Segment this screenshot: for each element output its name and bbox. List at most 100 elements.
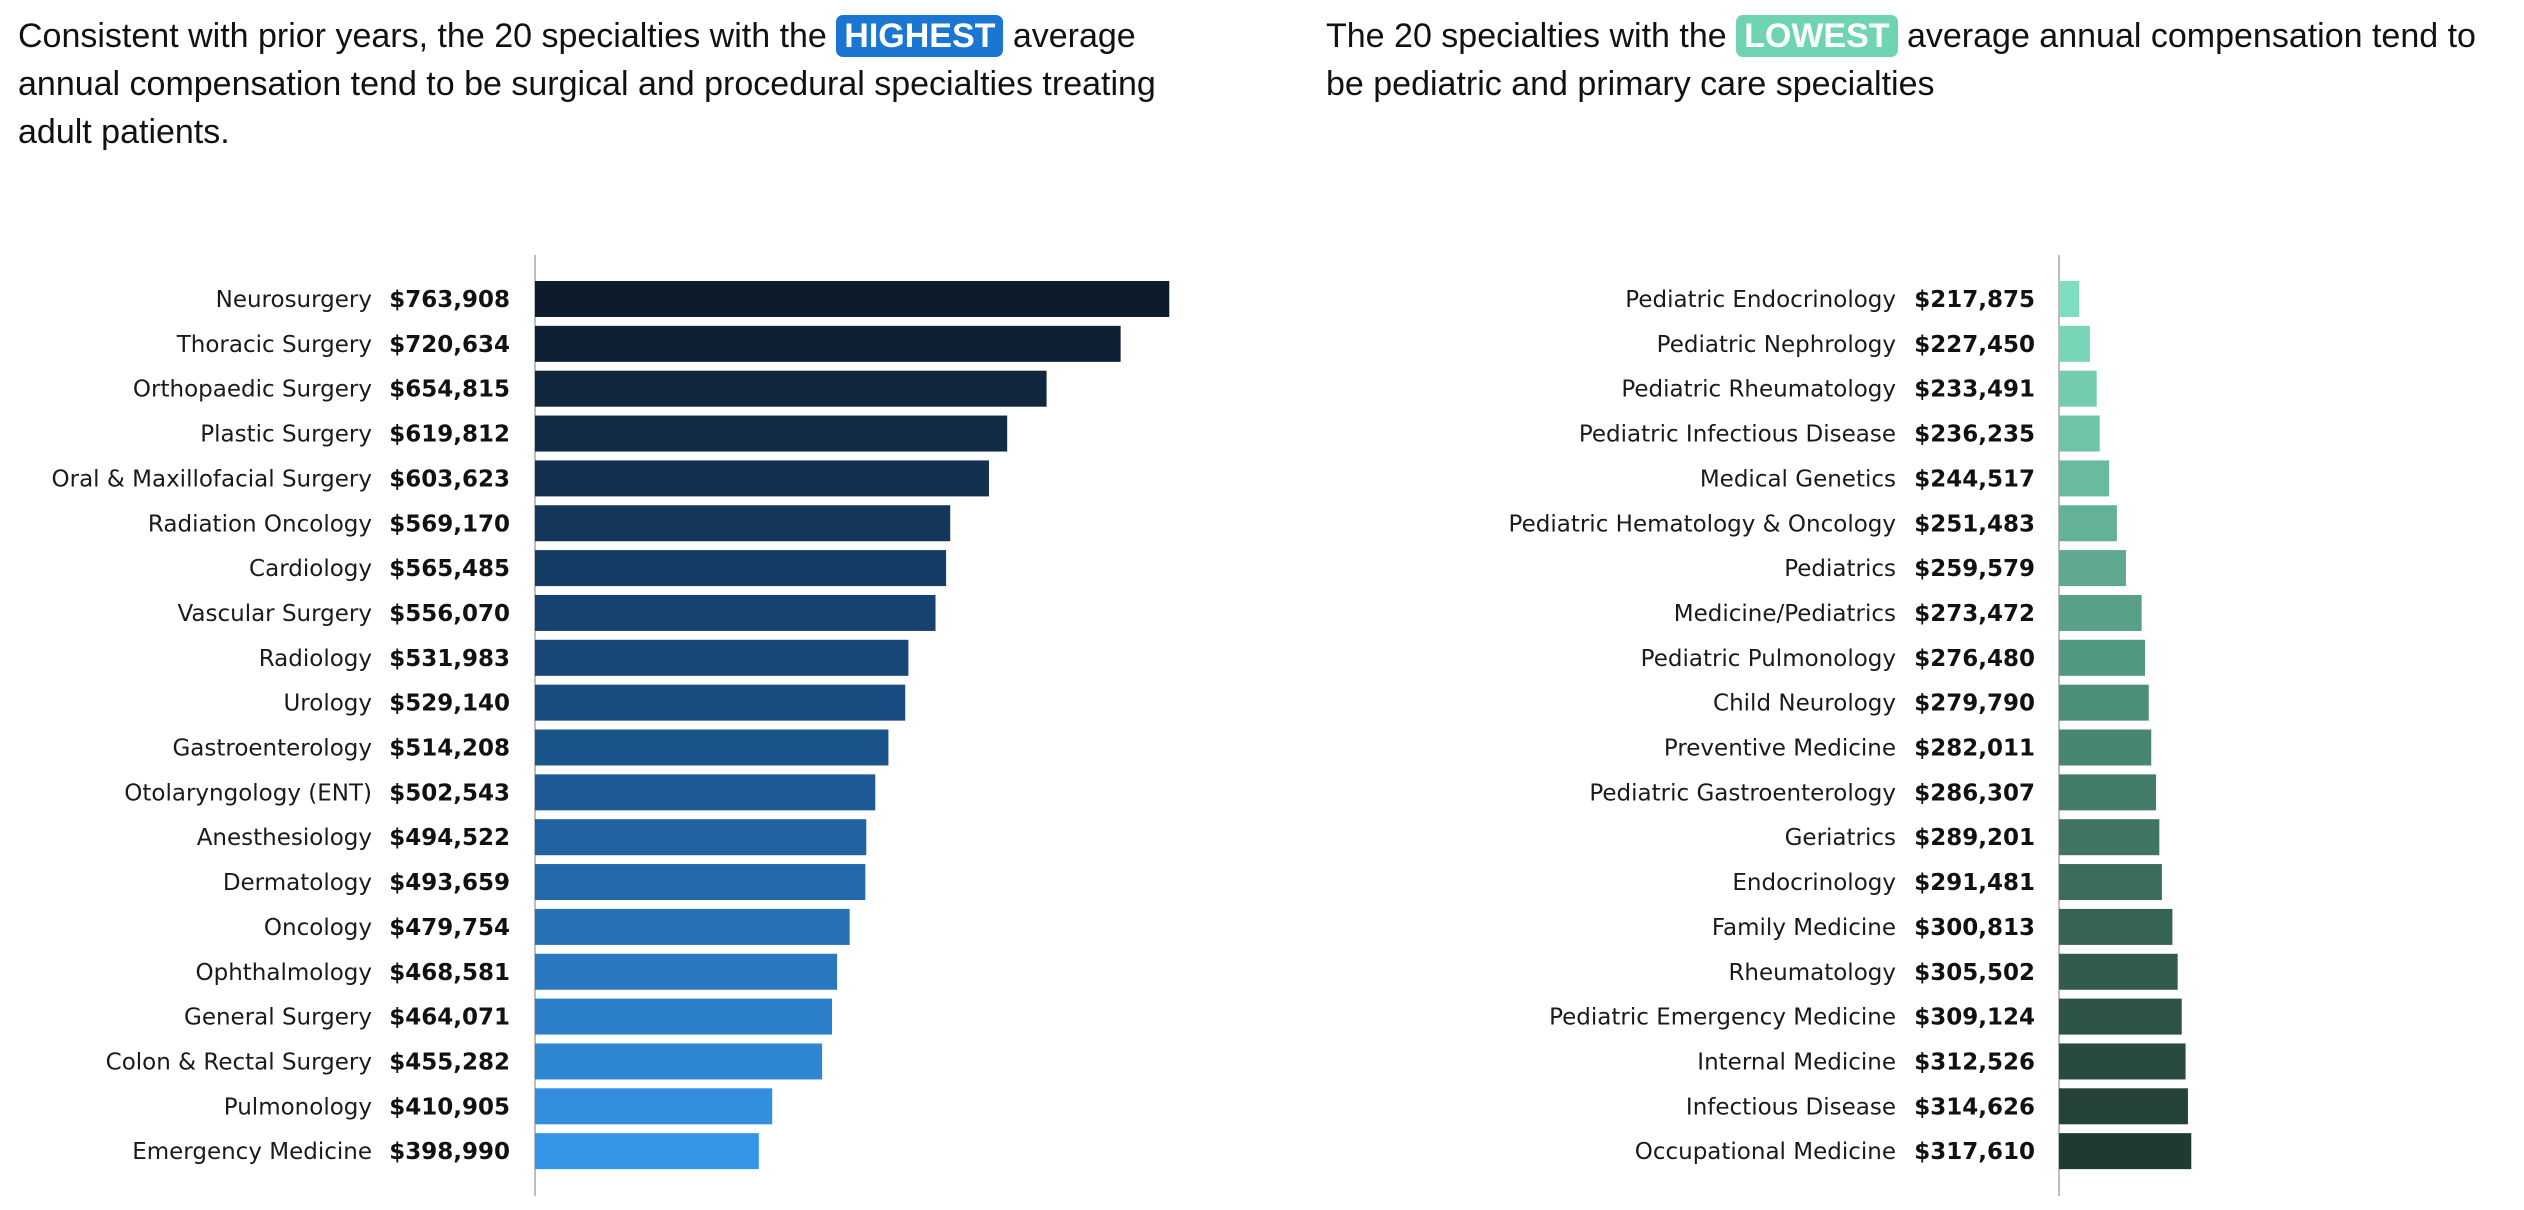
right-headline: The 20 specialties with the LOWEST avera…	[1326, 12, 2516, 108]
highest-category-label: Cardiology	[249, 556, 372, 582]
lowest-value-label: $286,307	[1914, 780, 2035, 806]
lowest-value-label: $291,481	[1914, 870, 2035, 896]
lowest-category-label: Internal Medicine	[1697, 1049, 1896, 1075]
highest-value-label: $493,659	[389, 870, 510, 896]
highest-category-label: Dermatology	[223, 870, 372, 896]
highest-badge: HIGHEST	[836, 15, 1004, 57]
lowest-value-label: $276,480	[1914, 646, 2035, 672]
lowest-category-label: Pediatrics	[1784, 556, 1896, 582]
highest-value-label: $494,522	[389, 825, 510, 851]
highest-category-label: General Surgery	[184, 1005, 372, 1031]
highest-category-label: Urology	[283, 691, 372, 717]
highest-bar	[535, 505, 951, 542]
highest-category-label: Ophthalmology	[195, 960, 372, 986]
lowest-bar	[2059, 998, 2182, 1035]
right-headline-text-before: The 20 specialties with the	[1326, 17, 1737, 55]
lowest-category-label: Infectious Disease	[1686, 1094, 1896, 1120]
lowest-value-label: $236,235	[1914, 422, 2035, 448]
highest-category-label: Plastic Surgery	[200, 422, 372, 448]
lowest-bar	[2059, 1088, 2188, 1125]
lowest-category-label: Medicine/Pediatrics	[1674, 601, 1896, 627]
lowest-category-label: Pediatric Pulmonology	[1641, 646, 1896, 672]
highest-value-label: $556,070	[389, 601, 510, 627]
highest-value-label: $464,071	[389, 1005, 510, 1031]
highest-bar	[535, 415, 1008, 452]
highest-category-label: Otolaryngology (ENT)	[124, 780, 372, 806]
highest-bar	[535, 1043, 823, 1080]
highest-category-label: Pulmonology	[224, 1094, 372, 1120]
highest-value-label: $502,543	[389, 780, 510, 806]
lowest-value-label: $317,610	[1914, 1139, 2035, 1165]
highest-value-label: $514,208	[389, 736, 510, 762]
highest-bar	[535, 460, 989, 497]
lowest-category-label: Pediatric Hematology & Oncology	[1509, 511, 1896, 537]
lowest-compensation-chart: Pediatric Endocrinology $217,875 Pediatric…	[1509, 255, 2192, 1196]
highest-bar	[535, 684, 906, 721]
lowest-bar	[2059, 460, 2110, 497]
lowest-bar	[2059, 1133, 2192, 1170]
highest-bar	[535, 639, 909, 676]
lowest-category-label: Pediatric Infectious Disease	[1579, 422, 1896, 448]
lowest-category-label: Rheumatology	[1728, 960, 1896, 986]
highest-bar	[535, 594, 936, 631]
highest-category-label: Thoracic Surgery	[176, 332, 372, 358]
lowest-value-label: $217,875	[1914, 287, 2035, 313]
lowest-value-label: $251,483	[1914, 511, 2035, 537]
highest-bar	[535, 953, 838, 990]
lowest-bar	[2059, 1043, 2186, 1080]
lowest-category-label: Medical Genetics	[1700, 466, 1896, 492]
lowest-category-label: Pediatric Endocrinology	[1625, 287, 1896, 313]
highest-bar	[535, 819, 867, 856]
left-headline: Consistent with prior years, the 20 spec…	[18, 12, 1218, 156]
lowest-value-label: $309,124	[1914, 1005, 2035, 1031]
highest-category-label: Radiation Oncology	[148, 511, 372, 537]
lowest-bar	[2059, 639, 2146, 676]
lowest-category-label: Preventive Medicine	[1664, 736, 1896, 762]
lowest-category-label: Family Medicine	[1712, 915, 1896, 941]
highest-value-label: $468,581	[389, 960, 510, 986]
lowest-value-label: $273,472	[1914, 601, 2035, 627]
lowest-category-label: Pediatric Rheumatology	[1621, 377, 1896, 403]
highest-category-label: Vascular Surgery	[177, 601, 372, 627]
highest-category-label: Neurosurgery	[216, 287, 372, 313]
highest-bar	[535, 1133, 759, 1170]
highest-category-label: Oral & Maxillofacial Surgery	[52, 466, 372, 492]
highest-category-label: Radiology	[259, 646, 372, 672]
left-headline-text-before: Consistent with prior years, the 20 spec…	[18, 17, 837, 55]
highest-category-label: Colon & Rectal Surgery	[106, 1049, 372, 1075]
lowest-bar	[2059, 281, 2080, 317]
highest-bar	[535, 325, 1121, 362]
lowest-bar	[2059, 953, 2178, 990]
lowest-category-label: Pediatric Emergency Medicine	[1549, 1005, 1896, 1031]
highest-value-label: $763,908	[389, 287, 510, 313]
lowest-bar	[2059, 729, 2152, 766]
lowest-value-label: $244,517	[1914, 466, 2035, 492]
lowest-bar	[2059, 774, 2157, 811]
highest-compensation-chart: Neurosurgery $763,908 Thoracic Surgery $720…	[52, 255, 1170, 1196]
lowest-bar	[2059, 505, 2117, 542]
highest-value-label: $654,815	[389, 377, 510, 403]
lowest-value-label: $259,579	[1914, 556, 2035, 582]
lowest-value-label: $305,502	[1914, 960, 2035, 986]
highest-value-label: $565,485	[389, 556, 510, 582]
highest-value-label: $531,983	[389, 646, 510, 672]
highest-bar	[535, 998, 833, 1035]
right-headline-text-after: average annual compensation tend to be p…	[1326, 17, 2476, 103]
lowest-bar	[2059, 370, 2097, 407]
lowest-bar	[2059, 864, 2162, 901]
lowest-value-label: $312,526	[1914, 1049, 2035, 1075]
highest-value-label: $569,170	[389, 511, 510, 537]
highest-bar	[535, 1088, 773, 1125]
highest-category-label: Oncology	[264, 915, 372, 941]
lowest-value-label: $227,450	[1914, 332, 2035, 358]
lowest-value-label: $233,491	[1914, 377, 2035, 403]
highest-value-label: $455,282	[389, 1049, 510, 1075]
lowest-value-label: $289,201	[1914, 825, 2035, 851]
lowest-value-label: $279,790	[1914, 691, 2035, 717]
highest-value-label: $720,634	[389, 332, 510, 358]
lowest-bar	[2059, 550, 2127, 587]
lowest-category-label: Occupational Medicine	[1635, 1139, 1896, 1165]
lowest-badge: LOWEST	[1736, 15, 1898, 57]
lowest-bar	[2059, 415, 2100, 452]
